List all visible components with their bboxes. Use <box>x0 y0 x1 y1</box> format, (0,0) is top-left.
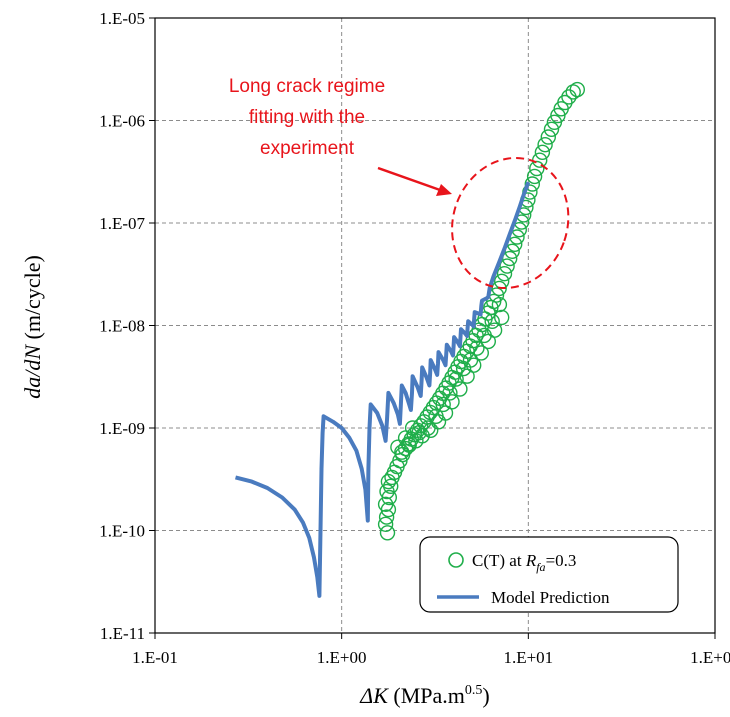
experiment-point <box>466 357 482 373</box>
legend: C(T) at Rfa=0.3 Model Prediction <box>419 536 679 613</box>
experiment-point <box>540 129 556 145</box>
experiment-point <box>565 84 581 100</box>
model-prediction-line <box>235 181 531 598</box>
annotation-line-2: fitting with the <box>249 107 365 128</box>
experiment-point <box>452 381 468 397</box>
experiment-point <box>473 345 489 361</box>
experiment-point <box>430 414 447 430</box>
tick-marks <box>149 17 716 639</box>
y-tick-label: 1.E-06 <box>99 112 145 131</box>
experiment-point <box>543 121 560 138</box>
experiment-point <box>448 371 464 387</box>
experiment-point <box>526 168 543 185</box>
experiment-point <box>378 509 395 525</box>
x-tick-labels: 1.E-01 1.E+00 1.E+01 1.E+02 <box>132 648 730 667</box>
annotation-arrow-head <box>436 184 452 196</box>
x-tick-label: 1.E+02 <box>690 648 730 667</box>
x-axis-title: ΔK (MPa.m0.5) <box>359 683 489 708</box>
y-tick-labels: 1.E-11 1.E-10 1.E-09 1.E-08 1.E-07 1.E-06 1.E-… <box>99 9 145 643</box>
experiment-point <box>437 405 454 421</box>
experiment-point <box>377 516 394 532</box>
y-axis-title: da/dN (m/cycle) <box>20 255 45 399</box>
experiment-point <box>411 425 427 441</box>
annotation: Long crack regime fitting with the exper… <box>229 76 570 290</box>
y-tick-label: 1.E-07 <box>99 214 145 233</box>
y-tick-label: 1.E-08 <box>99 317 145 336</box>
x-tick-label: 1.E+00 <box>317 648 367 667</box>
experiment-point <box>524 176 540 192</box>
legend-experiment-label: C(T) at Rfa=0.3 <box>472 551 576 574</box>
experiment-point <box>379 525 396 541</box>
experiment-point <box>532 152 548 168</box>
experiment-point <box>499 258 515 274</box>
annotation-arrow-shaft <box>377 166 441 192</box>
experiment-point <box>486 322 503 338</box>
experiment-point <box>414 428 430 444</box>
legend-model-label: Model Prediction <box>491 588 610 607</box>
x-tick-label: 1.E+01 <box>503 648 553 667</box>
experiment-point <box>442 385 458 401</box>
experiment-point <box>423 422 439 438</box>
experiment-point <box>390 439 406 455</box>
experiment-point <box>459 343 475 359</box>
experiment-point <box>496 266 513 282</box>
annotation-line-1: Long crack regime <box>229 76 385 97</box>
y-tick-label: 1.E-05 <box>99 9 145 28</box>
legend-box <box>419 536 679 613</box>
legend-experiment-marker <box>448 552 464 568</box>
y-tick-label: 1.E-09 <box>99 419 145 438</box>
experiment-point <box>484 313 500 329</box>
experiment-point <box>469 340 485 356</box>
experiment-series <box>377 81 585 541</box>
experiment-point <box>444 394 460 410</box>
annotation-line-3: experiment <box>260 138 355 159</box>
experiment-point <box>529 160 545 177</box>
x-tick-label: 1.E-01 <box>132 648 178 667</box>
experiment-point <box>491 280 507 297</box>
experiment-point <box>534 144 551 161</box>
experiment-point <box>435 396 451 413</box>
experiment-point <box>494 309 510 326</box>
y-tick-label: 1.E-11 <box>100 624 145 643</box>
y-tick-label: 1.E-10 <box>99 522 145 541</box>
experiment-point <box>537 136 553 153</box>
experiment-point <box>397 440 414 457</box>
experiment-point <box>569 81 585 98</box>
annotation-ellipse <box>451 156 570 290</box>
experiment-point <box>491 296 508 313</box>
experiment-point <box>459 368 475 384</box>
experiment-point <box>379 483 395 500</box>
